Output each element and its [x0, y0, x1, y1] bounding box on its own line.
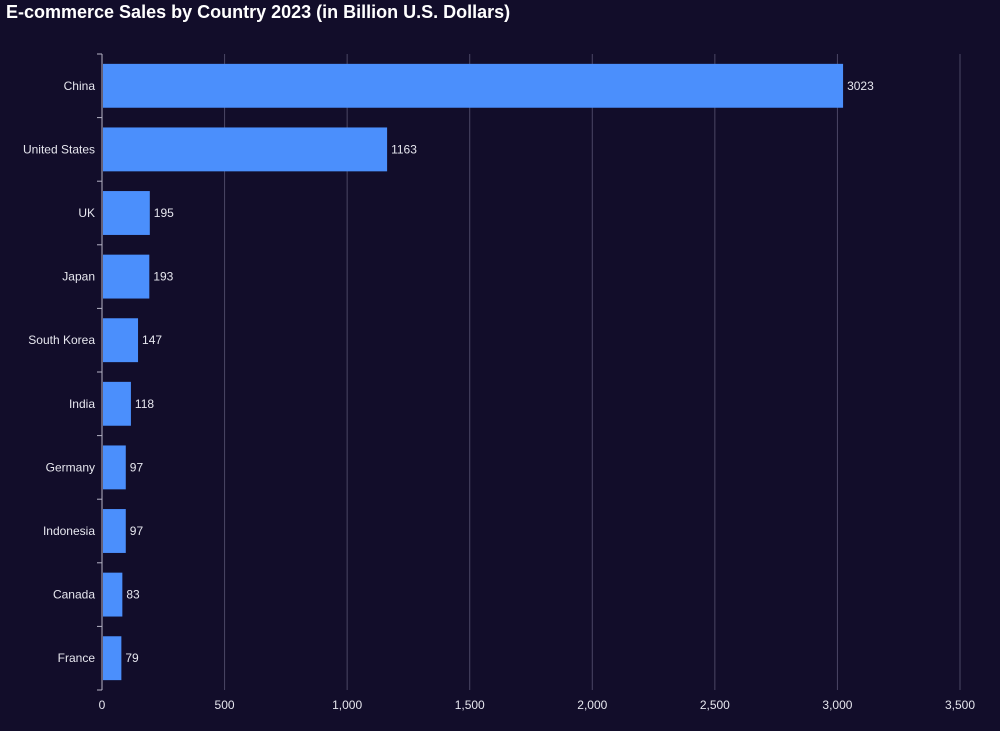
- bar-germany: [103, 445, 126, 490]
- category-label: France: [58, 651, 96, 665]
- x-tick-label: 500: [215, 698, 235, 712]
- data-label: 195: [154, 206, 174, 220]
- chart-title: E-commerce Sales by Country 2023 (in Bil…: [6, 2, 511, 22]
- category-label: India: [69, 397, 95, 411]
- data-label: 118: [135, 397, 154, 411]
- bar-south-korea: [103, 318, 139, 363]
- data-label: 3023: [847, 79, 874, 93]
- category-label: Canada: [53, 588, 95, 602]
- bar-canada: [103, 572, 123, 617]
- bar-indonesia: [103, 509, 126, 553]
- category-label: UK: [78, 206, 95, 220]
- bar-india: [103, 381, 131, 426]
- bar-uk: [103, 191, 150, 235]
- data-label: 193: [153, 270, 173, 284]
- data-label: 97: [130, 460, 144, 474]
- x-tick-label: 1,500: [455, 698, 485, 712]
- x-tick-label: 3,000: [822, 698, 852, 712]
- grid-lines: [224, 54, 961, 690]
- x-tick-label: 3,500: [945, 698, 975, 712]
- data-label: 79: [125, 651, 139, 665]
- y-axis: China United States UK Japan South Korea Indi…: [23, 53, 103, 691]
- bar-united-states: [103, 127, 388, 172]
- x-tick-label: 2,500: [700, 698, 730, 712]
- bar-japan: [103, 254, 150, 299]
- x-tick-label: 1,000: [332, 698, 362, 712]
- category-label: Indonesia: [43, 524, 95, 538]
- data-label: 83: [126, 588, 140, 602]
- data-label: 1163: [391, 142, 417, 156]
- x-axis: 0 500 1,000 1,500 2,000 2,500 3,000 3,500: [99, 698, 976, 712]
- category-label: Germany: [46, 460, 95, 474]
- data-label: 147: [142, 333, 162, 347]
- category-label: China: [64, 79, 96, 93]
- category-label: United States: [23, 142, 95, 156]
- bar-china: [103, 63, 844, 108]
- category-label: South Korea: [28, 333, 95, 347]
- bars: [103, 63, 844, 681]
- category-label: Japan: [62, 270, 95, 284]
- data-label: 97: [130, 524, 144, 538]
- x-tick-label: 0: [99, 698, 106, 712]
- data-labels: 3023 1163 195 193 147 118 97 97 83 79: [125, 79, 874, 665]
- x-tick-label: 2,000: [577, 698, 607, 712]
- bar-france: [103, 636, 122, 681]
